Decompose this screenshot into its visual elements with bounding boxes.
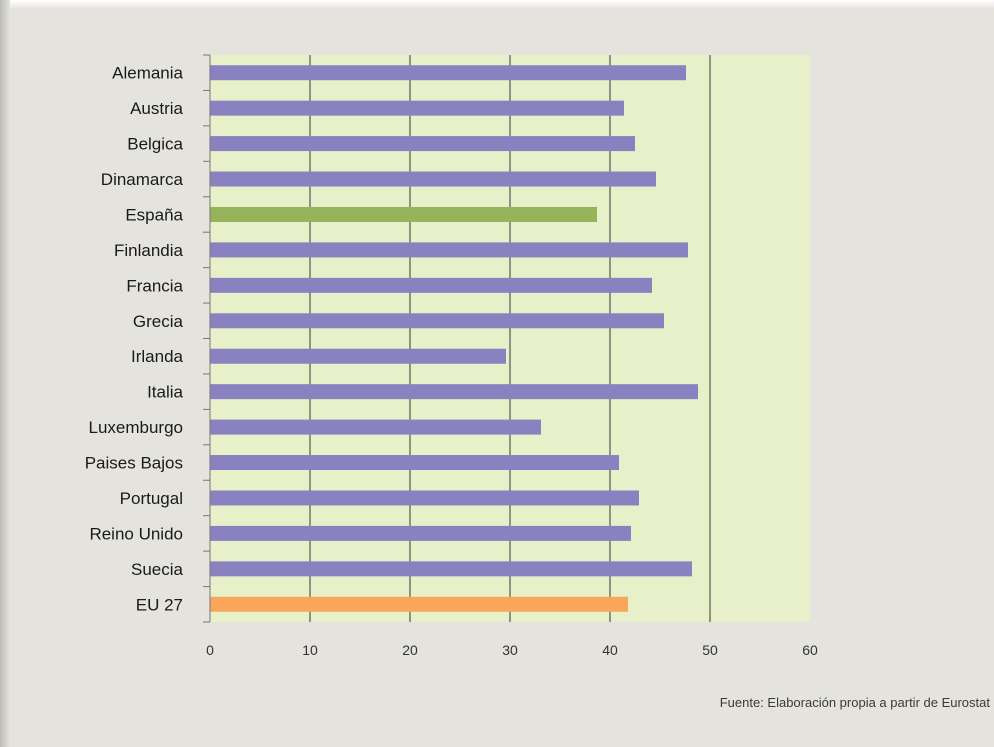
left-shadow [0,0,10,747]
x-tick-label: 20 [402,642,418,658]
category-label: Italia [147,383,183,402]
category-label: Portugal [120,489,183,508]
category-label: Grecia [133,312,184,331]
x-tick-label: 40 [602,642,618,658]
bar-alemania [210,65,686,81]
x-tick-labels: 0 10 20 30 40 50 60 [206,642,818,658]
x-tick-label: 0 [206,642,214,658]
bar-finlandia [210,242,688,258]
bars [210,65,698,612]
category-label: Francia [126,276,183,295]
category-label: Austria [130,99,183,118]
source-note: Fuente: Elaboración propia a partir de E… [719,695,990,710]
bar-italia [210,384,698,400]
bar-españa [210,206,597,222]
category-labels: Alemania Austria Belgica Dinamarca España Fin… [85,64,184,615]
category-label: Paises Bajos [85,454,183,473]
axes [203,54,211,623]
x-tick-label: 10 [302,642,318,658]
category-label: Reino Unido [89,524,183,543]
x-tick-label: 30 [502,642,518,658]
bar-grecia [210,313,664,329]
category-label: Irlanda [131,347,184,366]
bar-paises-bajos [210,455,619,471]
bar-irlanda [210,348,506,364]
bar-reino-unido [210,525,631,541]
bar-francia [210,277,652,293]
x-tick-label: 50 [702,642,718,658]
category-label: Suecia [131,560,184,579]
bar-luxemburgo [210,419,541,435]
top-shadow [0,0,994,9]
bar-dinamarca [210,171,656,187]
bar-suecia [210,561,692,577]
bar-belgica [210,136,635,152]
category-label: Dinamarca [101,170,184,189]
bar-portugal [210,490,639,506]
category-label: Belgica [127,135,183,154]
category-label: Finlandia [114,241,184,260]
x-tick-label: 60 [802,642,818,658]
bar-eu-27 [210,596,628,612]
bar-austria [210,100,624,116]
category-label: España [125,205,183,224]
category-label: EU 27 [136,595,183,614]
category-label: Luxemburgo [88,418,183,437]
category-label: Alemania [112,64,183,83]
